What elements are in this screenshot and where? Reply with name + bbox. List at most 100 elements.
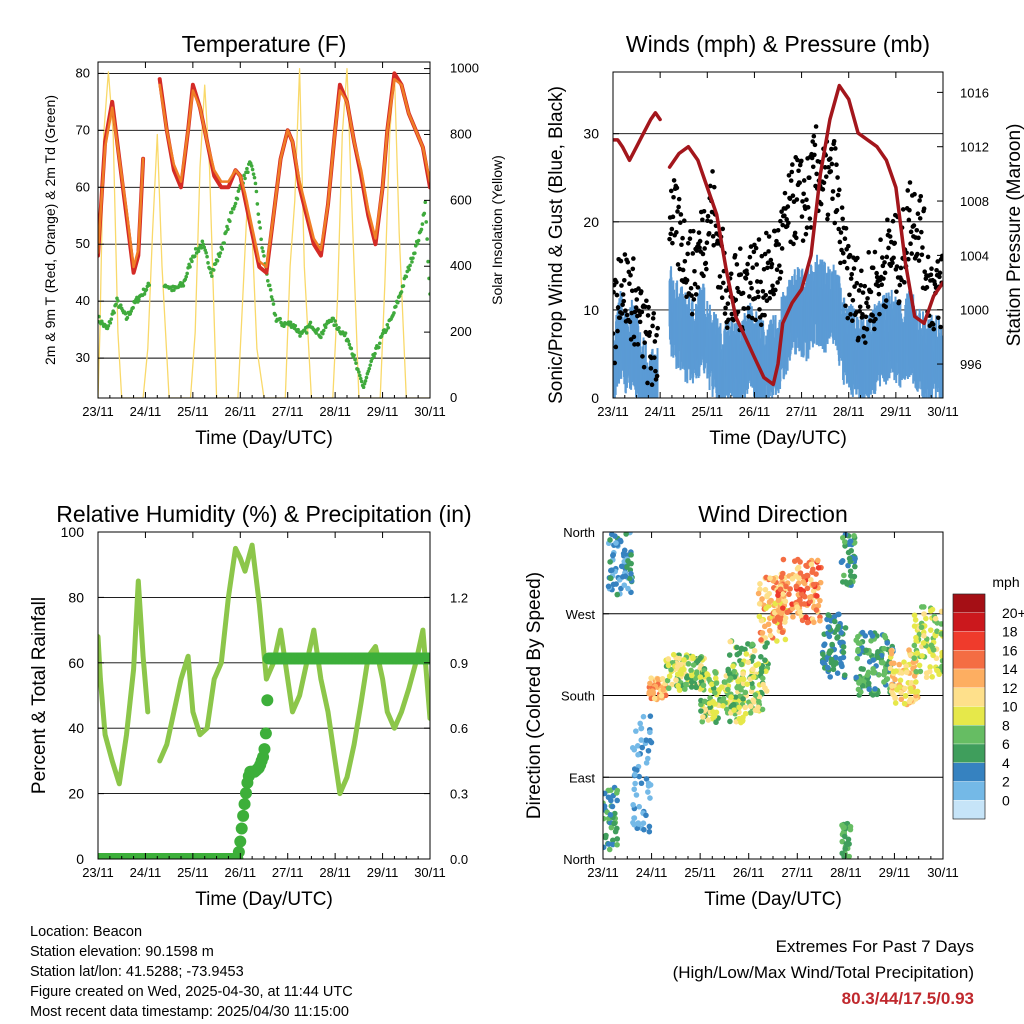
gust-dot	[820, 187, 826, 192]
gust-dot	[792, 230, 798, 236]
gust-dot	[872, 326, 877, 332]
dewpoint-dot	[125, 315, 130, 320]
direction-dot	[847, 538, 854, 544]
gust-dot	[626, 269, 632, 275]
temperature-series	[98, 106, 145, 269]
gust-dot	[638, 289, 644, 294]
direction-dot	[762, 657, 768, 663]
y-tick-label: North	[563, 852, 595, 867]
direction-dot	[841, 833, 848, 840]
colorbar-label: 0	[1002, 792, 1010, 808]
gust-dot	[836, 226, 842, 232]
direction-dot	[659, 676, 666, 682]
gust-dot	[619, 283, 624, 288]
gust-dot	[717, 274, 723, 279]
gust-dot	[706, 231, 712, 236]
dewpoint-dot	[425, 237, 429, 241]
gust-dot	[764, 230, 769, 236]
gust-dot	[861, 334, 866, 339]
direction-dot	[629, 745, 636, 751]
gust-dot	[863, 340, 868, 345]
direction-dot	[862, 633, 869, 639]
direction-dot	[722, 679, 728, 685]
gust-dot	[674, 185, 680, 191]
direction-dot	[857, 640, 863, 647]
direction-dot	[855, 646, 861, 653]
gust-dot	[799, 214, 805, 219]
gust-dot	[868, 289, 874, 295]
gust-dot	[777, 263, 782, 268]
x-tick-label: 26/11	[733, 865, 765, 880]
solar-series	[98, 67, 430, 398]
dewpoint-dot	[357, 370, 361, 374]
colorbar-swatch	[952, 800, 986, 820]
gust-dot	[773, 287, 778, 293]
direction-dot	[797, 586, 804, 593]
dewpoint-dot	[413, 251, 417, 256]
gust-dot	[725, 301, 731, 306]
direction-dot	[660, 686, 667, 693]
dewpoint-dot	[202, 245, 207, 250]
dewpoint-dot	[114, 302, 118, 307]
gust-dot	[884, 254, 890, 260]
gust-dot	[882, 260, 887, 265]
direction-dot	[758, 654, 764, 660]
dewpoint-dot	[260, 246, 264, 250]
gust-dot	[691, 228, 696, 234]
gust-dot	[796, 168, 801, 174]
dewpoint-dot	[271, 302, 276, 306]
direction-dot	[834, 626, 840, 633]
dewpoint-dot	[321, 328, 326, 333]
direction-dot	[607, 559, 613, 565]
gust-dot	[791, 241, 796, 247]
direction-dot	[865, 680, 872, 687]
direction-dot	[898, 690, 904, 696]
humidity-series	[98, 578, 151, 787]
y-tick-label: 10	[583, 302, 599, 318]
direction-dot	[621, 582, 628, 588]
gust-dot	[639, 309, 645, 315]
direction-dot	[780, 605, 786, 611]
x-tick-label: 28/11	[319, 404, 351, 419]
direction-dot	[651, 695, 658, 702]
precip-dot	[239, 787, 252, 800]
dewpoint-dot	[415, 241, 420, 246]
gust-dot	[907, 207, 912, 213]
dewpoint-dot	[422, 211, 427, 216]
winds-plot	[613, 83, 943, 398]
direction-dot	[902, 685, 908, 692]
y2-tick-label: 996	[960, 357, 982, 372]
direction-dot	[698, 701, 704, 708]
direction-dot	[611, 820, 617, 827]
gust-dot	[743, 276, 749, 281]
direction-dot	[758, 637, 764, 643]
gust-dot	[902, 280, 907, 285]
pressure-series	[613, 111, 662, 163]
dewpoint-dot	[401, 284, 406, 288]
direction-dot	[767, 575, 773, 581]
dewpoint-dot	[367, 366, 372, 371]
colorbar-label: 6	[1002, 736, 1010, 752]
direction-dot	[697, 674, 704, 680]
y-tick-label: North	[563, 525, 595, 540]
dewpoint-dot	[349, 346, 354, 351]
direction-dot	[610, 837, 616, 844]
direction-dot	[632, 771, 638, 778]
gust-dot	[768, 257, 774, 263]
dewpoint-dot	[362, 381, 367, 386]
gust-dot	[642, 304, 648, 310]
direction-dot	[819, 659, 826, 666]
gust-dot	[741, 306, 747, 311]
gust-dot	[737, 246, 743, 251]
gust-dot	[921, 206, 927, 211]
direction-dot	[837, 655, 843, 662]
direction-dot	[685, 661, 692, 667]
dewpoint-dot	[337, 326, 341, 330]
gust-dot	[776, 242, 782, 247]
gust-dot	[622, 252, 628, 257]
dewpoint-dot	[419, 227, 424, 232]
gust-dot	[769, 261, 775, 267]
x-axis-label: Time (Day/UTC)	[704, 889, 842, 910]
direction-dot	[628, 560, 634, 567]
